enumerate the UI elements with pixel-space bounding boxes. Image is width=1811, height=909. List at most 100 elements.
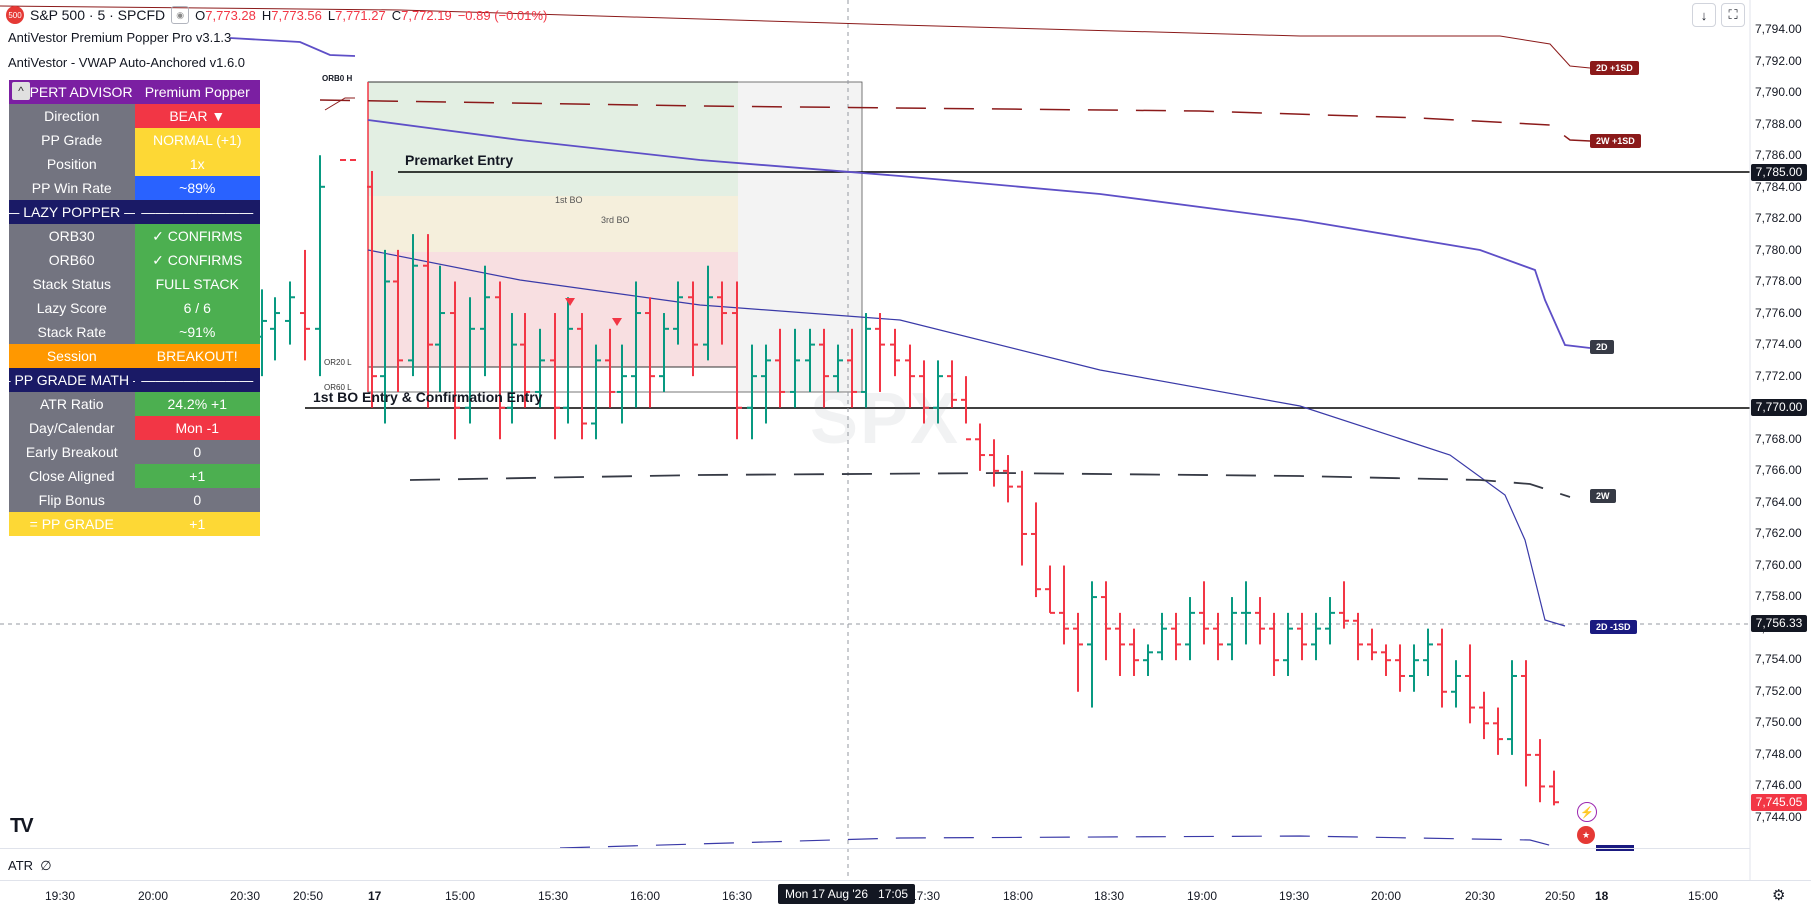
price-tick: 7,778.00 — [1755, 274, 1802, 288]
price-tick: 7,758.00 — [1755, 589, 1802, 603]
bo-marker-triangle — [612, 318, 622, 326]
math_rows-row: Early Breakout 0 — [9, 440, 260, 464]
time-tick: 19:30 — [1279, 889, 1310, 903]
lazy_rows-row: Lazy Score 6 / 6 — [9, 296, 260, 320]
math_rows-label: Early Breakout — [9, 440, 135, 464]
time-tick: 15:30 — [538, 889, 569, 903]
bo-entry-price-label: 7,770.00 — [1751, 399, 1807, 416]
lazy_rows-row: Stack Rate ~91% — [9, 320, 260, 344]
lazy_rows-row: Session BREAKOUT! — [9, 344, 260, 368]
rows-value: 1x — [134, 152, 260, 176]
ea-title-label: EXPERT ADVISOR — [10, 84, 133, 100]
price-tick: 7,776.00 — [1755, 305, 1802, 320]
symbol-title[interactable]: S&P 500 · 5 · SPCFD — [30, 7, 166, 23]
last-price-label: 7,745.05 — [1751, 794, 1807, 811]
ohlc-close: C7,772.19 — [391, 7, 452, 23]
symbol-badge-icon[interactable]: 500 — [6, 6, 24, 24]
lazy_rows-label: ORB30 — [9, 224, 135, 248]
price-tick: 7,788.00 — [1755, 116, 1802, 131]
lazy_rows-label: Lazy Score — [9, 296, 135, 320]
watermark: SPX — [810, 379, 961, 459]
lazy-popper-header-rule: ———————— — [134, 200, 260, 224]
price-tick: 7,748.00 — [1755, 746, 1802, 761]
vwap-2d-line — [367, 119, 1591, 349]
pp-grade-label: = PP GRADE — [9, 512, 135, 536]
time-tick: 19:00 — [1187, 889, 1218, 903]
price-tick: 7,794.00 — [1755, 22, 1802, 36]
crosshair-price-label: 7,756.33 — [1751, 615, 1807, 632]
price-tick: 7,772.00 — [1755, 368, 1802, 383]
lightning-icon[interactable]: ⚡ — [1577, 802, 1597, 822]
pane-separator[interactable] — [0, 848, 1750, 849]
price-tick: 7,750.00 — [1755, 715, 1802, 729]
price-tick: 7,752.00 — [1755, 683, 1802, 698]
price-tick: 7,786.00 — [1755, 148, 1802, 162]
vwap-2d-plus1sd-line — [0, 5, 1591, 69]
math_rows-row: Flip Bonus 0 — [9, 488, 260, 512]
vwap-tag-2d: 2D — [1590, 340, 1614, 354]
or20l-label: OR20 L — [324, 358, 352, 367]
flag-icon[interactable]: ★ — [1577, 826, 1595, 844]
vwap-tag-2d-plus1sd: 2D +1SD — [1590, 61, 1639, 75]
or60l-label: OR60 L — [324, 383, 352, 392]
premarket-price-label: 7,785.00 — [1751, 164, 1807, 181]
collapse-icon[interactable]: ^ — [12, 82, 30, 100]
math_rows-value: Mon -1 — [134, 416, 260, 440]
fullscreen-icon[interactable]: ⛶ — [1721, 3, 1745, 27]
lazy_rows-label: Stack Rate — [9, 320, 135, 344]
price-tick: 7,760.00 — [1755, 557, 1802, 572]
price-tick: 7,754.00 — [1755, 652, 1802, 666]
price-tick: 7,762.00 — [1755, 526, 1802, 540]
vwap-2d-minus1sd-line — [367, 249, 1566, 627]
price-tick: 7,746.00 — [1755, 778, 1802, 792]
price-tick: 7,790.00 — [1755, 85, 1802, 99]
math_rows-row: ATR Ratio 24.2% +1 — [9, 392, 260, 416]
price-tick: 7,780.00 — [1755, 242, 1802, 257]
rows-label: Position — [9, 152, 135, 176]
time-tick: 16:00 — [630, 889, 661, 903]
price-tick: 7,768.00 — [1755, 431, 1802, 446]
crosshair-time-label: Mon 17 Aug '26 17:05 — [778, 884, 916, 904]
time-tick: 20:30 — [230, 889, 261, 903]
premarket-entry-label: Premarket Entry — [405, 152, 514, 168]
lazy_rows-value: ✓ CONFIRMS — [134, 224, 260, 248]
orb-red-zone — [368, 252, 738, 367]
vwap-2w-line — [409, 472, 1571, 498]
math_rows-row: Day/Calendar Mon -1 — [9, 416, 260, 440]
vwap-prev-line — [229, 37, 356, 57]
download-icon[interactable]: ↓ — [1692, 3, 1716, 27]
third-bo-label: 3rd BO — [601, 215, 630, 225]
symbol-header: 500 S&P 500 · 5 · SPCFD ◉ O7,773.28 H7,7… — [6, 6, 547, 24]
eye-icon[interactable]: ◉ — [171, 6, 190, 24]
ea-grade-row: = PP GRADE +1 — [9, 512, 260, 536]
atr-legend[interactable]: ATR ∅ — [8, 858, 52, 873]
time-tick: 20:00 — [1371, 889, 1402, 903]
time-tick: 17:30 — [910, 889, 941, 903]
settings-icon[interactable]: ⚙ — [1772, 887, 1786, 904]
orb-grey-zone — [738, 82, 862, 392]
indicator-legend-2[interactable]: AntiVestor - VWAP Auto-Anchored v1.6.0 — [8, 55, 246, 70]
math_rows-label: Flip Bonus — [9, 488, 135, 512]
ea-title-left: ^ EXPERT ADVISOR — [9, 80, 135, 104]
vwap-tag-2w: 2W — [1590, 489, 1616, 503]
math_rows-label: Close Aligned — [9, 464, 135, 488]
lazy_rows-value: 6 / 6 — [134, 296, 260, 320]
rows-value: NORMAL (+1) — [134, 128, 260, 152]
vwap-tag-2d-minus1sd: 2D -1SD — [1590, 620, 1637, 634]
orb-yellow-zone — [368, 196, 738, 252]
price-tick: 7,792.00 — [1755, 53, 1802, 68]
price-tick: 7,766.00 — [1755, 463, 1802, 477]
tradingview-logo-icon[interactable]: TV — [10, 815, 34, 837]
price-tick: 7,784.00 — [1755, 179, 1802, 194]
price-tick: 7,744.00 — [1755, 809, 1802, 824]
price-tick: 7,774.00 — [1755, 337, 1802, 351]
time-tick: 18:00 — [1003, 889, 1034, 903]
time-tick: 20:50 — [1545, 889, 1576, 903]
rows-label: PP Win Rate — [9, 176, 135, 200]
pp-grade-value: +1 — [134, 512, 260, 536]
indicator-legend-1[interactable]: AntiVestor Premium Popper Pro v3.1.3 — [8, 30, 232, 45]
ea-lazy-header: — LAZY POPPER — ———————— — [9, 200, 260, 224]
time-tick: 20:30 — [1465, 889, 1496, 903]
price-tick: 7,782.00 — [1755, 211, 1802, 225]
